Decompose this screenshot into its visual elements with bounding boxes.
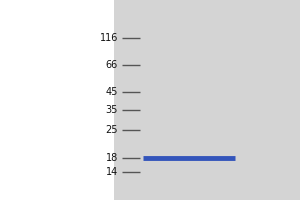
Text: 25: 25 [106, 125, 118, 135]
Text: 35: 35 [106, 105, 118, 115]
Bar [114, 0, 300, 200]
Text: 14: 14 [106, 167, 118, 177]
Text: 18: 18 [106, 153, 118, 163]
Text: 45: 45 [106, 87, 118, 97]
Bar [0, 0, 114, 200]
Text: 116: 116 [100, 33, 118, 43]
Text: 66: 66 [106, 60, 118, 70]
